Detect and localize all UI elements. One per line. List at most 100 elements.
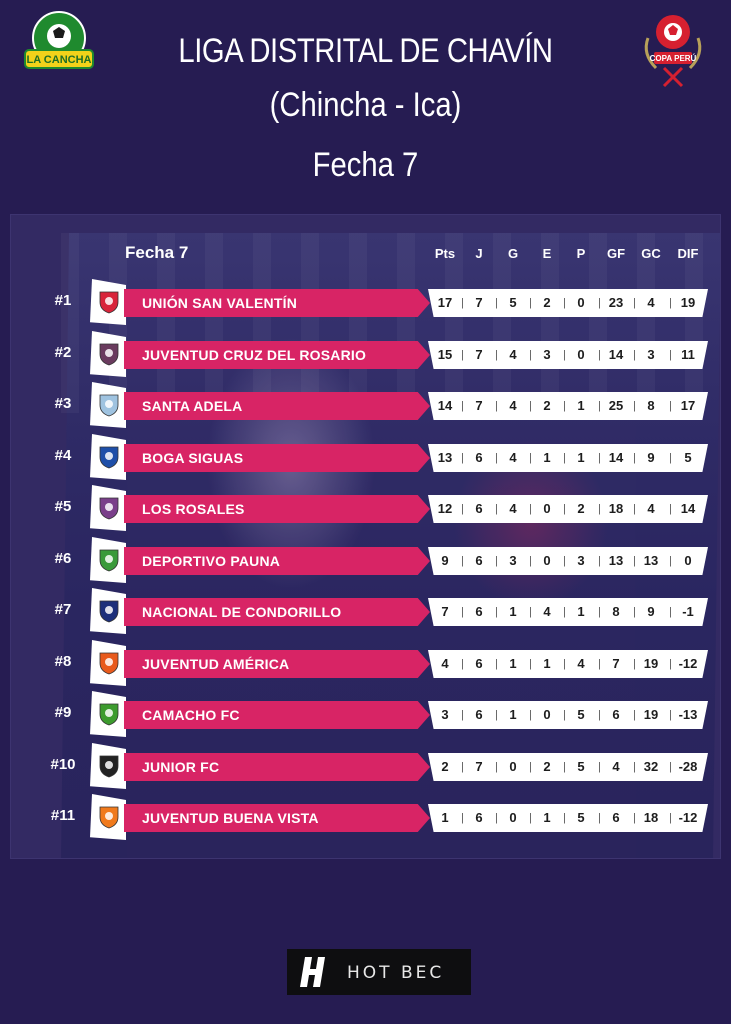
stat-separator: | bbox=[563, 606, 566, 618]
stat-separator: | bbox=[633, 606, 636, 618]
stat-g: 4 bbox=[509, 501, 517, 516]
stat-e: 2 bbox=[543, 759, 551, 774]
stat-separator: | bbox=[563, 555, 566, 567]
stat-e: 2 bbox=[543, 295, 551, 310]
team-name: LOS ROSALES bbox=[142, 501, 245, 517]
team-name-bar bbox=[124, 804, 430, 832]
stat-separator: | bbox=[598, 658, 601, 670]
stat-gf: 6 bbox=[612, 810, 620, 825]
team-rank: #3 bbox=[54, 395, 72, 412]
stat-gf: 23 bbox=[608, 295, 624, 310]
stat-e: 3 bbox=[543, 347, 551, 362]
column-header-dif: DIF bbox=[677, 246, 699, 261]
table-row: #9 CAMACHO FC 3 | 6 | 1 | 0 | 5 | 6 | 19 | -13 bbox=[0, 691, 731, 737]
stat-separator: | bbox=[633, 761, 636, 773]
stats-bar bbox=[428, 547, 708, 575]
stat-separator: | bbox=[495, 606, 498, 618]
stat-separator: | bbox=[563, 761, 566, 773]
team-name-bar bbox=[124, 444, 430, 472]
team-name-bar bbox=[124, 701, 430, 729]
round-title: Fecha 7 bbox=[312, 146, 419, 184]
stat-e: 1 bbox=[543, 450, 551, 465]
table-row: #5 LOS ROSALES 12 | 6 | 4 | 0 | 2 | 18 | 4 | 14 bbox=[0, 485, 731, 531]
stat-g: 3 bbox=[509, 553, 517, 568]
stat-separator: | bbox=[598, 452, 601, 464]
stat-separator: | bbox=[529, 555, 532, 567]
stat-separator: | bbox=[633, 658, 636, 670]
column-header-e: E bbox=[542, 246, 552, 261]
stat-e: 0 bbox=[543, 501, 551, 516]
stat-dif: -12 bbox=[678, 810, 698, 825]
stat-separator: | bbox=[461, 452, 464, 464]
stat-separator: | bbox=[669, 297, 672, 309]
stat-p: 5 bbox=[577, 707, 585, 722]
stat-gf: 4 bbox=[612, 759, 620, 774]
svg-text:COPA PERÚ: COPA PERÚ bbox=[650, 54, 697, 63]
stat-separator: | bbox=[461, 349, 464, 361]
stat-dif: -12 bbox=[678, 656, 698, 671]
stat-separator: | bbox=[598, 761, 601, 773]
stat-separator: | bbox=[461, 761, 464, 773]
stat-separator: | bbox=[598, 709, 601, 721]
stat-separator: | bbox=[598, 503, 601, 515]
team-crest-icon bbox=[99, 549, 119, 572]
team-rank: #10 bbox=[50, 756, 76, 773]
stat-separator: | bbox=[669, 503, 672, 515]
team-rank: #4 bbox=[54, 447, 72, 464]
stat-separator: | bbox=[669, 658, 672, 670]
team-name: JUVENTUD CRUZ DEL ROSARIO bbox=[142, 347, 367, 363]
copa-peru-logo-icon: COPA PERÚ bbox=[644, 15, 702, 88]
stat-pts: 12 bbox=[437, 501, 453, 516]
stat-gc: 4 bbox=[647, 501, 655, 516]
team-rank: #8 bbox=[54, 653, 72, 670]
stat-separator: | bbox=[633, 349, 636, 361]
stat-separator: | bbox=[598, 297, 601, 309]
stat-j: 6 bbox=[475, 553, 483, 568]
table-row: #2 JUVENTUD CRUZ DEL ROSARIO 15 | 7 | 4 | 3 | 0 | 14… bbox=[0, 331, 731, 377]
stat-separator: | bbox=[633, 812, 636, 824]
stat-dif: -28 bbox=[678, 759, 698, 774]
stat-dif: 17 bbox=[680, 398, 696, 413]
team-crest-icon bbox=[99, 497, 119, 520]
stat-j: 7 bbox=[475, 759, 483, 774]
stat-separator: | bbox=[669, 349, 672, 361]
stat-separator: | bbox=[529, 658, 532, 670]
la-cancha-logo-icon: LA CANCHA bbox=[24, 11, 94, 69]
stat-separator: | bbox=[598, 349, 601, 361]
stat-separator: | bbox=[563, 812, 566, 824]
stat-separator: | bbox=[529, 297, 532, 309]
column-header-j: J bbox=[475, 246, 483, 261]
stat-separator: | bbox=[529, 503, 532, 515]
team-name: DEPORTIVO PAUNA bbox=[142, 553, 281, 569]
stat-separator: | bbox=[563, 349, 566, 361]
stat-separator: | bbox=[495, 349, 498, 361]
team-crest-icon bbox=[99, 600, 119, 623]
column-header-p: P bbox=[576, 246, 586, 261]
stat-pts: 4 bbox=[441, 656, 449, 671]
standings-panel bbox=[10, 214, 721, 859]
stat-separator: | bbox=[495, 812, 498, 824]
stat-p: 4 bbox=[577, 656, 585, 671]
stat-gc: 19 bbox=[643, 656, 659, 671]
stats-bar bbox=[428, 598, 708, 626]
stats-bar bbox=[428, 392, 708, 420]
stat-g: 4 bbox=[509, 398, 517, 413]
stat-gc: 4 bbox=[647, 295, 655, 310]
table-row: #6 DEPORTIVO PAUNA 9 | 6 | 3 | 0 | 3 | 13 | 13 | 0 bbox=[0, 537, 731, 583]
team-crest-icon bbox=[99, 755, 119, 778]
stat-pts: 7 bbox=[441, 604, 449, 619]
stat-g: 0 bbox=[509, 810, 517, 825]
stat-separator: | bbox=[598, 812, 601, 824]
stats-bar bbox=[428, 701, 708, 729]
stat-dif: 14 bbox=[680, 501, 696, 516]
stat-dif: 5 bbox=[684, 450, 692, 465]
stat-separator: | bbox=[598, 555, 601, 567]
stat-separator: | bbox=[669, 400, 672, 412]
stat-separator: | bbox=[669, 812, 672, 824]
team-name-bar bbox=[124, 495, 430, 523]
team-name: UNIÓN SAN VALENTÍN bbox=[142, 295, 298, 311]
stat-separator: | bbox=[563, 400, 566, 412]
stat-separator: | bbox=[495, 400, 498, 412]
team-rank: #2 bbox=[54, 344, 72, 361]
stat-gf: 6 bbox=[612, 707, 620, 722]
